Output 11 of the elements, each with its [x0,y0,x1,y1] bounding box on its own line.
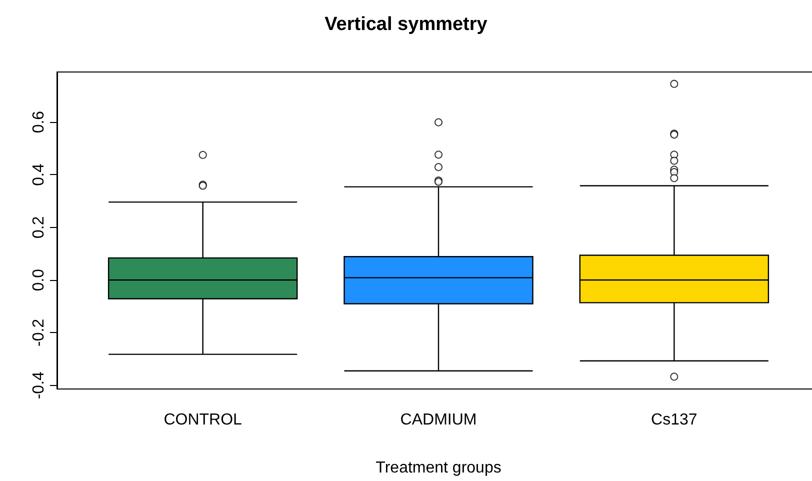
x-tick-label: CADMIUM [400,412,477,428]
x-tick-label: CONTROL [164,412,242,428]
y-tick-label: 0.2 [30,216,48,238]
y-tick-label: -0.2 [30,318,48,346]
x-tick-label: Cs137 [651,412,698,428]
y-tick-label: 0.6 [30,110,48,134]
y-tick-label: 0.4 [30,163,48,186]
y-tick-label: 0.0 [30,268,48,292]
chart-title: Vertical symmetry [324,14,488,35]
x-axis-title: Treatment groups [376,460,502,476]
y-tick-label: -0.4 [30,371,48,400]
